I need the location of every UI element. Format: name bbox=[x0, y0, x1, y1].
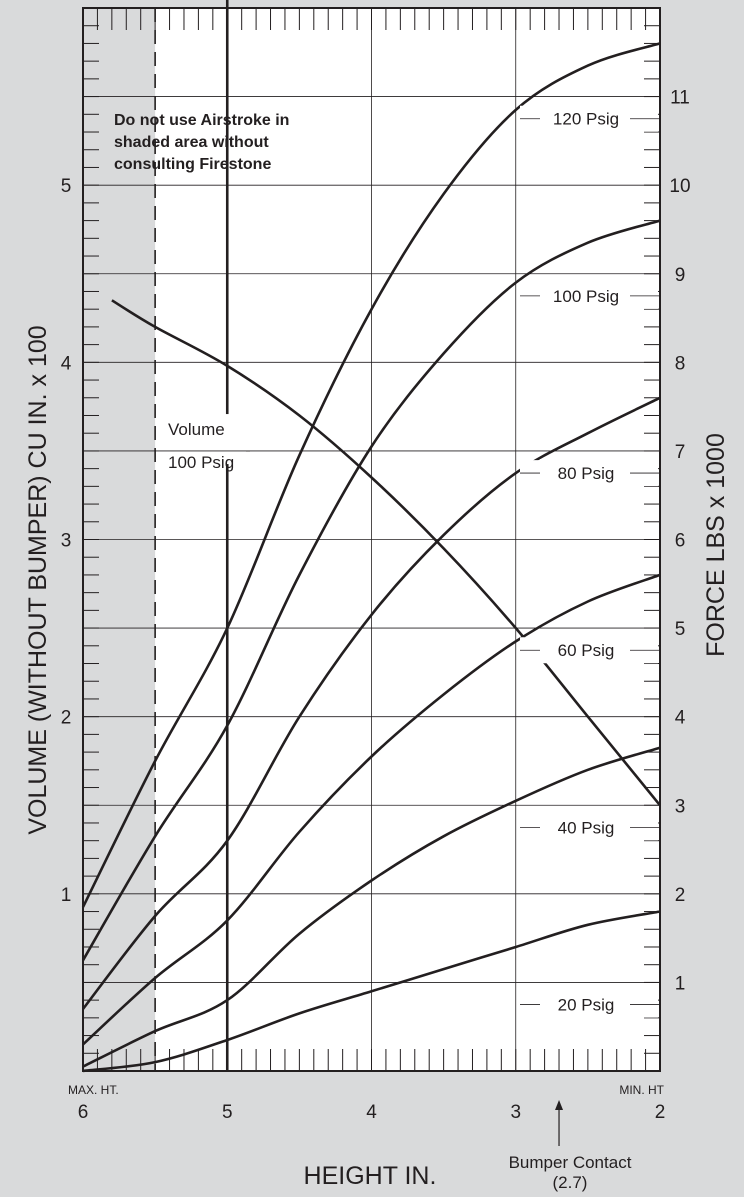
grid bbox=[83, 8, 660, 1071]
y-left-tick-label: 4 bbox=[61, 353, 72, 374]
series-label: 100 Psig bbox=[553, 287, 619, 306]
series-label: 40 Psig bbox=[558, 818, 615, 837]
min-height-label: MIN. HT bbox=[619, 1083, 664, 1097]
force-curve bbox=[81, 219, 661, 961]
series-label-mask bbox=[540, 281, 630, 308]
volume-curve bbox=[111, 299, 662, 807]
y-right-tick-label: 6 bbox=[675, 531, 686, 552]
y-right-tick-label: 1 bbox=[675, 973, 686, 994]
series-label-mask bbox=[540, 990, 630, 1017]
y-left-tick-label: 5 bbox=[61, 176, 72, 197]
series-label-mask bbox=[540, 459, 630, 486]
x-tick-label: 2 bbox=[655, 1102, 666, 1123]
force-curve bbox=[82, 910, 661, 1073]
series-label: 60 Psig bbox=[558, 641, 615, 660]
y-right-tick-label: 4 bbox=[675, 708, 686, 729]
y-right-axis-title: FORCE LBS x 1000 bbox=[702, 433, 730, 657]
max-height-label: MAX. HT. bbox=[68, 1083, 119, 1097]
x-axis-title: HEIGHT IN. bbox=[304, 1162, 437, 1190]
warning-line-1: Do not use Airstroke in bbox=[114, 112, 289, 129]
minor-ticks bbox=[83, 7, 660, 1071]
bumper-contact-annotation: Bumper Contact (2.7) bbox=[509, 1100, 632, 1192]
bumper-contact-label: Bumper Contact bbox=[509, 1153, 632, 1172]
y-right-tick-label: 2 bbox=[675, 885, 686, 906]
y-right-tick-label: 10 bbox=[669, 176, 690, 197]
series-label: 120 Psig bbox=[553, 110, 619, 129]
volume-label-line-2: 100 Psig bbox=[168, 453, 234, 472]
bumper-contact-arrowhead bbox=[555, 1100, 564, 1110]
series-label: 80 Psig bbox=[558, 464, 615, 483]
volume-label-mask bbox=[162, 414, 246, 465]
y-right-tick-label: 7 bbox=[675, 442, 686, 463]
y-right-tick-label: 11 bbox=[670, 88, 690, 109]
labels-group: 6 5 4 3 2 1 2 3 4 5 1 2 3 4 5 6 7 8 9 10 11 120 Psig 100 Psig 8… bbox=[61, 88, 691, 1123]
warning-line-3: consulting Firestone bbox=[114, 156, 271, 173]
y-left-tick-label: 2 bbox=[61, 708, 72, 729]
warning-note: Do not use Airstroke in shaded area with… bbox=[114, 112, 289, 173]
y-left-tick-label: 1 bbox=[61, 885, 72, 906]
y-right-tick-label: 8 bbox=[675, 353, 686, 374]
x-tick-label: 3 bbox=[510, 1102, 521, 1123]
bumper-contact-value: (2.7) bbox=[553, 1173, 588, 1192]
volume-label-line-1: Volume bbox=[168, 420, 225, 439]
force-curve bbox=[82, 573, 661, 1046]
series-label: 20 Psig bbox=[558, 996, 615, 1015]
force-curve bbox=[81, 42, 661, 908]
y-left-tick-label: 3 bbox=[61, 531, 72, 552]
series-label-mask bbox=[540, 104, 630, 131]
series-group bbox=[81, 42, 662, 1073]
y-right-tick-label: 9 bbox=[675, 265, 686, 286]
series-label-mask bbox=[540, 636, 630, 663]
force-curve bbox=[82, 746, 661, 1068]
series-label-mask bbox=[540, 813, 630, 840]
x-tick-label: 5 bbox=[222, 1102, 233, 1123]
plot-frame bbox=[82, 7, 661, 1072]
force-curve bbox=[81, 396, 661, 1010]
y-right-tick-label: 5 bbox=[675, 619, 686, 640]
y-right-tick-label: 3 bbox=[675, 796, 686, 817]
x-tick-label: 4 bbox=[366, 1102, 377, 1123]
x-tick-label: 6 bbox=[78, 1102, 89, 1123]
y-left-axis-title: VOLUME (WITHOUT BUMPER) CU IN. x 100 bbox=[24, 325, 52, 834]
warning-line-2: shaded area without bbox=[114, 134, 269, 151]
